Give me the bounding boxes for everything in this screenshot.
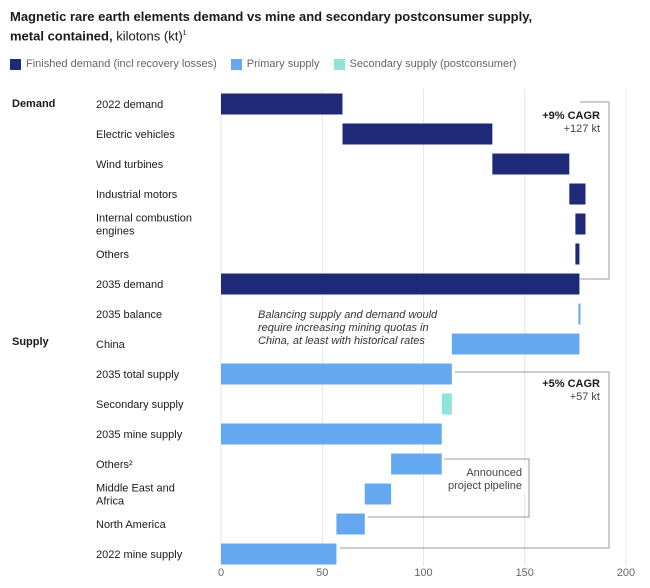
pipeline-label-line1: Announced [466, 467, 522, 479]
bar-electric-vehicles [342, 123, 493, 145]
pipeline-bracket [368, 458, 530, 518]
demand-cagr-label: +9% CAGR [542, 110, 600, 122]
title-line2-rest: kilotons (kt) [112, 28, 183, 44]
demand-cagr-bg [530, 106, 602, 136]
x-tick-label-150: 150 [516, 567, 534, 579]
title-footnote-mark: 1 [182, 30, 187, 37]
legend-swatch-secondary-supply [333, 58, 345, 70]
row-label-china: China [96, 339, 126, 351]
demand-bracket [580, 101, 610, 280]
x-axis-ticks: 0 50 100 150 200 [218, 567, 635, 579]
x-tick-label-0: 0 [218, 567, 224, 579]
bar-north-america [336, 513, 365, 535]
legend-swatch-finished-demand [10, 58, 21, 70]
bar-2022-demand [221, 93, 343, 115]
cagr-brackets [340, 101, 610, 549]
x-tick-label-50: 50 [316, 567, 328, 579]
pipeline-label-bg [446, 463, 526, 493]
note-line3: China, at least with historical rates [258, 335, 425, 347]
supply-delta-label: +57 kt [570, 391, 600, 403]
legend-swatch-primary-supply [230, 58, 242, 70]
title-line2-bold: metal contained, [10, 28, 113, 44]
bars [221, 93, 586, 565]
bar-2035-balance [578, 303, 581, 325]
bar-others [575, 243, 580, 265]
row-label-2035-demand: 2035 demand [96, 279, 163, 291]
group-label-supply: Supply [12, 336, 50, 348]
bar-2035-total-supply [221, 363, 452, 385]
bar-wind-turbines [492, 153, 570, 175]
legend-label-primary-supply: Primary supply [246, 58, 320, 70]
legend-label-secondary-supply: Secondary supply (postconsumer) [349, 58, 517, 70]
x-tick-label-100: 100 [414, 567, 432, 579]
legend-item-secondary-supply: Secondary supply (postconsumer) [333, 58, 517, 70]
bar-industrial-motors [569, 183, 586, 205]
row-label-middle-east-and-africa: Middle East and Africa [96, 483, 175, 508]
row-label-others: Others² [96, 459, 133, 471]
supply-cagr-bg [530, 375, 602, 405]
row-label-internal-combustion-engines: Internal combustion engines [96, 213, 192, 238]
pipeline-label-line2: project pipeline [448, 480, 522, 492]
title-line1: Magnetic rare earth elements demand vs m… [10, 9, 533, 24]
grid-lines [220, 89, 627, 566]
legend-label-finished-demand: Finished demand (incl recovery losses) [26, 58, 217, 70]
bar-others [391, 453, 442, 475]
row-label-wind-turbines: Wind turbines [96, 159, 164, 171]
legend-item-finished-demand: Finished demand (incl recovery losses) [10, 58, 217, 70]
row-label-2022-mine-supply: 2022 mine supply [96, 549, 183, 561]
bar-2022-mine-supply [221, 543, 337, 565]
x-tick-label-200: 200 [617, 567, 635, 579]
note-line2: require increasing mining quotas in [258, 322, 429, 334]
supply-bracket [340, 371, 610, 549]
demand-delta-label: +127 kt [564, 123, 600, 135]
bar-secondary-supply [441, 393, 452, 415]
bar-internal-combustion-engines [575, 213, 586, 235]
row-label-secondary-supply: Secondary supply [96, 399, 184, 411]
row-label-2035-balance: 2035 balance [96, 309, 162, 321]
row-label-industrial-motors: Industrial motors [96, 189, 178, 201]
row-label-electric-vehicles: Electric vehicles [96, 129, 175, 141]
row-label-2022-demand: 2022 demand [96, 99, 163, 111]
chart-title: Magnetic rare earth elements demand vs m… [10, 8, 630, 44]
group-label-demand: Demand [12, 98, 55, 110]
bar-china [451, 333, 580, 355]
row-label-2035-total-supply: 2035 total supply [96, 369, 180, 381]
bar-2035-mine-supply [221, 423, 442, 445]
supply-cagr-label: +5% CAGR [542, 378, 600, 390]
legend-item-primary-supply: Primary supply [230, 58, 320, 70]
row-labels: 2022 demand Electric vehicles Wind turbine… [96, 99, 192, 561]
bar-2035-demand [221, 273, 580, 295]
row-label-north-america: North America [96, 519, 167, 531]
note-line1: Balancing supply and demand would [258, 309, 438, 321]
row-label-others: Others [96, 249, 130, 261]
row-label-2035-mine-supply: 2035 mine supply [96, 429, 183, 441]
bar-middle-east-and-africa [364, 483, 392, 505]
chart-legend: Finished demand (incl recovery losses) P… [10, 58, 530, 70]
